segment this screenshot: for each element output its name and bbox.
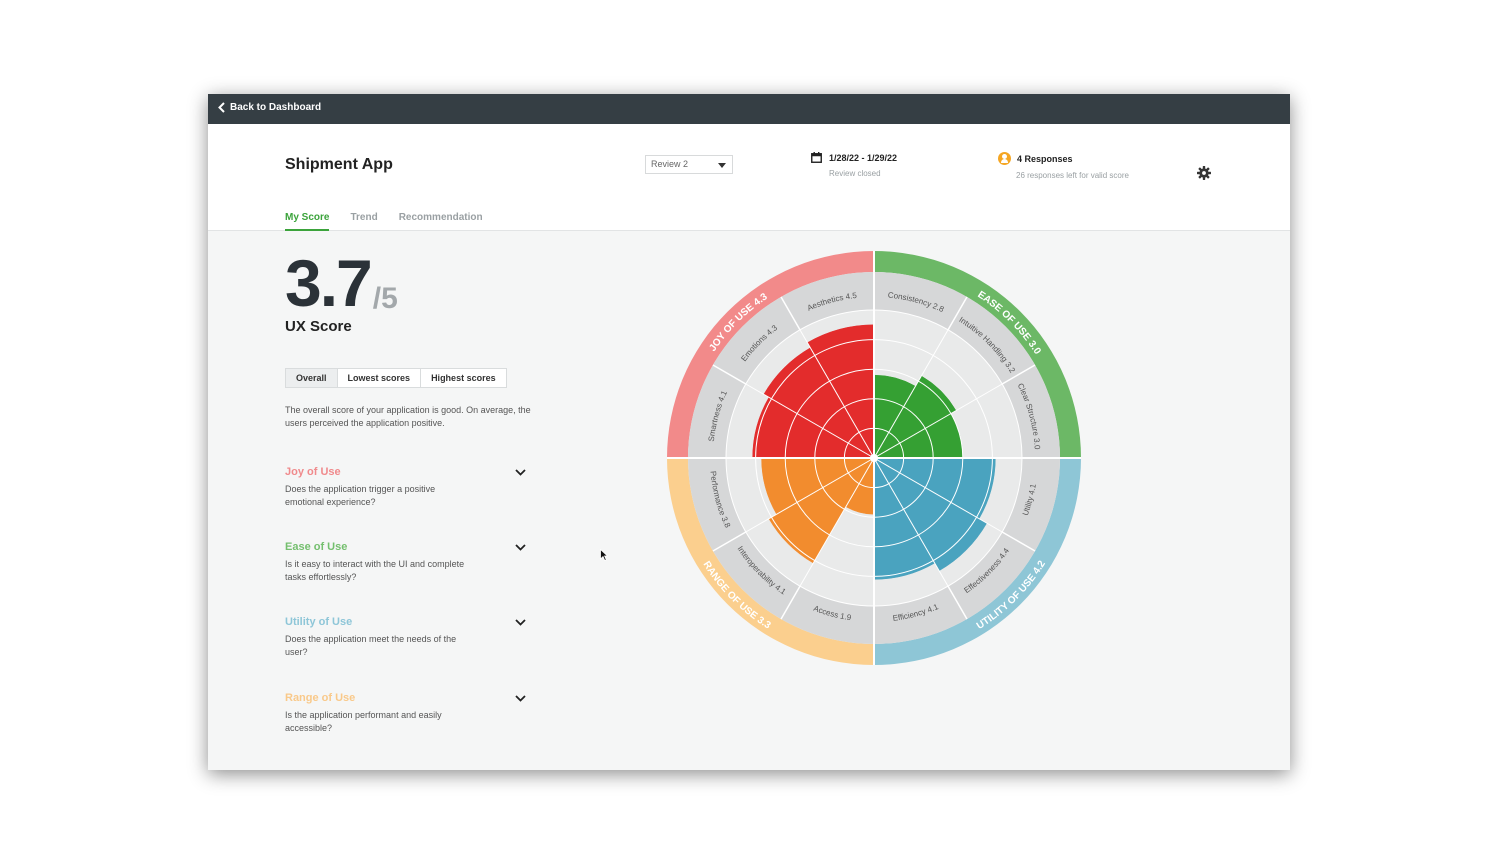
ux-score-value: 3.7: [285, 246, 373, 320]
sector-divider: [712, 364, 747, 385]
score-filter: Overall Lowest scores Highest scores: [285, 368, 507, 388]
caret-down-icon: [718, 163, 726, 168]
category-joy-of-use[interactable]: Joy of Use Does the application trigger …: [285, 466, 530, 509]
sector-divider: [712, 531, 747, 552]
chevron-down-icon[interactable]: [515, 544, 526, 551]
sector-divider: [780, 585, 801, 620]
chevron-down-icon[interactable]: [515, 469, 526, 476]
grid-spoke: [799, 457, 875, 587]
sector-divider: [780, 296, 801, 331]
overall-description: The overall score of your application is…: [285, 405, 531, 428]
group-ring-segment: [667, 458, 874, 665]
category-title: Utility of Use: [285, 616, 353, 628]
chevron-left-icon: [218, 102, 225, 113]
responses-note: 26 responses left for valid score: [1016, 171, 1129, 180]
calendar-icon: [811, 152, 822, 163]
category-title: Joy of Use: [285, 466, 341, 478]
category-title: Ease of Use: [285, 541, 348, 553]
sector-divider: [947, 296, 968, 331]
responses-info: 4 Responses 26 responses left for valid …: [998, 152, 1129, 180]
tab-my-score[interactable]: My Score: [285, 212, 330, 231]
tab-bar: My Score Trend Recommendation: [285, 212, 483, 231]
review-select-value: Review 2: [651, 159, 689, 169]
group-ring-segment: [667, 251, 874, 458]
review-status: Review closed: [829, 169, 881, 178]
category-description: Is it easy to interact with the UI and c…: [285, 559, 465, 582]
ux-score-label: UX Score: [285, 318, 352, 335]
chevron-down-icon[interactable]: [515, 695, 526, 702]
review-select[interactable]: Review 2: [645, 155, 733, 174]
category-ease-of-use[interactable]: Ease of Use Is it easy to interact with …: [285, 541, 530, 584]
center-dot: [870, 454, 878, 462]
category-description: Is the application performant and easily…: [285, 710, 442, 733]
date-range-info: 1/28/22 - 1/29/22 Review closed: [811, 152, 897, 178]
grid-spoke: [873, 383, 1003, 459]
date-range: 1/28/22 - 1/29/22: [829, 152, 898, 163]
grid-spoke: [745, 457, 875, 533]
category-description: Does the application meet the needs of t…: [285, 634, 457, 657]
gear-icon[interactable]: [1197, 166, 1211, 180]
ux-score-max: /5: [372, 282, 398, 315]
grid-spoke: [799, 329, 875, 459]
filter-overall[interactable]: Overall: [286, 369, 338, 387]
back-label: Back to Dashboard: [230, 102, 322, 113]
grid-spoke: [745, 383, 875, 459]
grid-spoke: [873, 457, 1003, 533]
category-utility-of-use[interactable]: Utility of Use Does the application meet…: [285, 616, 530, 659]
filter-highest-scores[interactable]: Highest scores: [421, 369, 506, 387]
page-title: Shipment App: [285, 156, 393, 173]
person-icon: [998, 152, 1011, 165]
responses-count: 4 Responses: [1017, 153, 1073, 164]
group-ring-segment: [874, 251, 1081, 458]
category-title: Range of Use: [285, 692, 356, 704]
header: Shipment App Review 2 1/28/22 - 1/29/22 …: [208, 124, 1290, 231]
ux-score: 3.7 /5: [285, 250, 398, 316]
grid-spoke: [873, 329, 949, 459]
sector-divider: [1001, 364, 1036, 385]
mouse-cursor-icon: [600, 549, 608, 561]
chevron-down-icon[interactable]: [515, 619, 526, 626]
sector-divider: [1001, 531, 1036, 552]
grid-spoke: [873, 457, 949, 587]
back-to-dashboard-link[interactable]: Back to Dashboard: [218, 102, 321, 113]
top-bar: Back to Dashboard: [208, 94, 1290, 124]
category-range-of-use[interactable]: Range of Use Is the application performa…: [285, 692, 530, 735]
category-description: Does the application trigger a positive …: [285, 484, 436, 507]
group-ring-segment: [874, 458, 1081, 665]
filter-lowest-scores[interactable]: Lowest scores: [337, 369, 422, 387]
sector-divider: [947, 585, 968, 620]
tab-recommendation[interactable]: Recommendation: [398, 212, 483, 223]
app-window: Back to Dashboard Shipment App Review 2 …: [208, 94, 1290, 770]
tab-trend[interactable]: Trend: [350, 212, 378, 223]
